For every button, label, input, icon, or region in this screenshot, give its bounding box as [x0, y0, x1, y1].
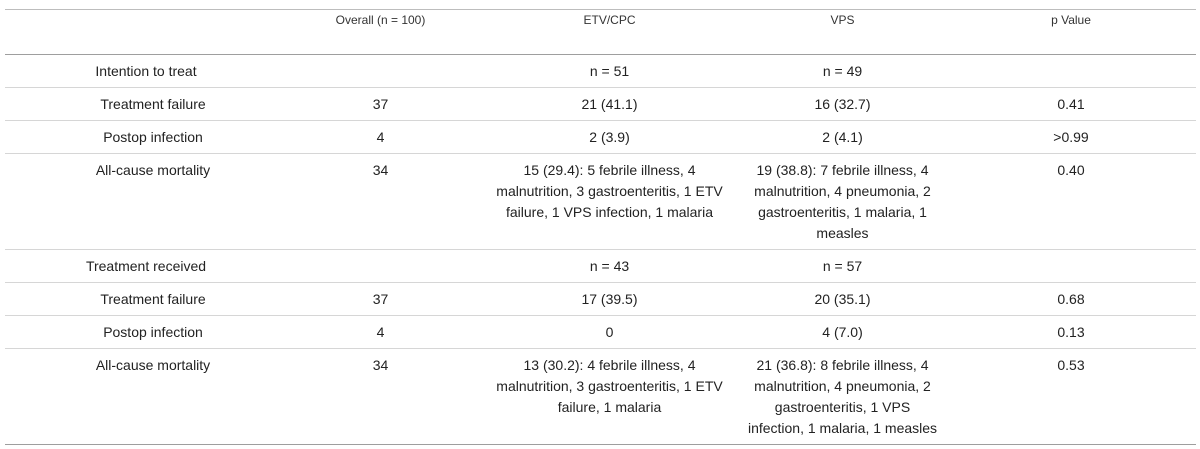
row-label: All-cause mortality [5, 348, 281, 445]
overall-value: 4 [281, 120, 480, 154]
etv-value: 15 (29.4): 5 febrile illness, 4 malnutri… [480, 153, 739, 250]
header-p-value: p Value [946, 9, 1196, 55]
etv-value: 0 [480, 315, 739, 349]
section-etv-n: n = 51 [480, 54, 739, 88]
p-value: >0.99 [946, 120, 1196, 154]
row-label: Postop infection [5, 315, 281, 349]
header-vps: VPS [739, 9, 946, 55]
table-row: Treatment failure 37 17 (39.5) 20 (35.1)… [5, 282, 1196, 316]
section-etv-n: n = 43 [480, 249, 739, 283]
p-value: 0.13 [946, 315, 1196, 349]
header-etv: ETV/CPC [480, 9, 739, 55]
vps-value: 19 (38.8): 7 febrile illness, 4 malnutri… [739, 153, 946, 250]
p-value: 0.68 [946, 282, 1196, 316]
p-value: 0.53 [946, 348, 1196, 445]
p-value: 0.41 [946, 87, 1196, 121]
section-overall-cell [281, 249, 480, 283]
header-overall: Overall (n = 100) [281, 9, 480, 55]
section-p-cell [946, 249, 1196, 283]
section-label: Treatment received [5, 249, 281, 283]
vps-value: 2 (4.1) [739, 120, 946, 154]
overall-value: 4 [281, 315, 480, 349]
header-blank [5, 9, 281, 55]
header-row: Overall (n = 100) ETV/CPC VPS p Value [5, 9, 1196, 55]
section-overall-cell [281, 54, 480, 88]
overall-value: 37 [281, 282, 480, 316]
section-vps-n: n = 57 [739, 249, 946, 283]
etv-value: 17 (39.5) [480, 282, 739, 316]
section-row-intention-to-treat: Intention to treat n = 51 n = 49 [5, 54, 1196, 88]
vps-value: 4 (7.0) [739, 315, 946, 349]
row-label: Postop infection [5, 120, 281, 154]
vps-value: 20 (35.1) [739, 282, 946, 316]
etv-value: 13 (30.2): 4 febrile illness, 4 malnutri… [480, 348, 739, 445]
etv-value: 21 (41.1) [480, 87, 739, 121]
section-row-treatment-received: Treatment received n = 43 n = 57 [5, 249, 1196, 283]
vps-value: 16 (32.7) [739, 87, 946, 121]
table-row: Postop infection 4 0 4 (7.0) 0.13 [5, 315, 1196, 349]
table-row: All-cause mortality 34 15 (29.4): 5 febr… [5, 153, 1196, 250]
section-p-cell [946, 54, 1196, 88]
etv-value: 2 (3.9) [480, 120, 739, 154]
results-table: Overall (n = 100) ETV/CPC VPS p Value In… [5, 9, 1196, 445]
p-value: 0.40 [946, 153, 1196, 250]
overall-value: 34 [281, 348, 480, 445]
row-label: Treatment failure [5, 282, 281, 316]
table-row: All-cause mortality 34 13 (30.2): 4 febr… [5, 348, 1196, 445]
section-vps-n: n = 49 [739, 54, 946, 88]
overall-value: 34 [281, 153, 480, 250]
table-row: Postop infection 4 2 (3.9) 2 (4.1) >0.99 [5, 120, 1196, 154]
overall-value: 37 [281, 87, 480, 121]
row-label: Treatment failure [5, 87, 281, 121]
vps-value: 21 (36.8): 8 febrile illness, 4 malnutri… [739, 348, 946, 445]
section-label: Intention to treat [5, 54, 281, 88]
row-label: All-cause mortality [5, 153, 281, 250]
table-row: Treatment failure 37 21 (41.1) 16 (32.7)… [5, 87, 1196, 121]
